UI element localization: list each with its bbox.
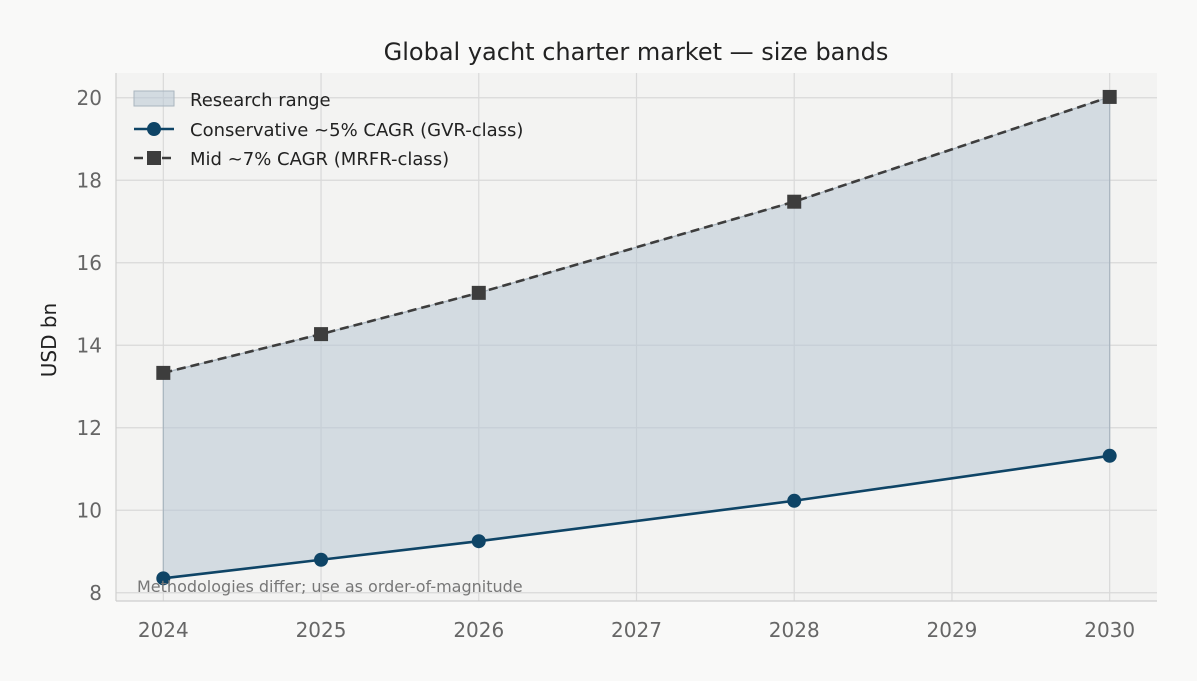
y-tick-label: 8 [89,581,102,605]
legend-marker-mid [147,151,161,165]
legend-marker-conservative [147,122,161,136]
y-tick-label: 18 [77,168,102,192]
legend-label-conservative: Conservative ~5% CAGR (GVR-class) [190,120,523,141]
x-tick-label: 2024 [138,618,189,642]
plot-area: 2024 2025 2026 2027 2028 2029 2030 8 10 12 14 16 18 2… [77,73,1157,642]
data-point-conservative [471,534,486,549]
x-tick-label: 2028 [769,618,820,642]
data-point-mid [314,327,329,342]
data-point-conservative [314,552,329,567]
data-point-mid [787,194,802,209]
x-tick-label: 2027 [611,618,662,642]
legend-label-mid: Mid ~7% CAGR (MRFR-class) [190,149,449,170]
legend: Research range Conservative ~5% CAGR (GVR… [133,90,523,170]
data-point-mid [471,285,486,300]
y-tick-label: 16 [77,251,102,275]
data-point-mid [156,365,171,380]
chart-annotation: Methodologies differ; use as order-of-ma… [137,577,523,596]
data-point-conservative [787,493,802,508]
x-tick-label: 2030 [1084,618,1135,642]
data-point-conservative [1102,448,1117,463]
data-point-conservative [156,571,171,586]
data-point-mid [1102,89,1117,104]
y-tick-label: 20 [77,86,102,110]
legend-label-band: Research range [190,90,331,111]
y-tick-label: 14 [77,333,102,357]
y-axis-label: USD bn [37,303,61,377]
x-tick-label: 2025 [296,618,347,642]
x-tick-label: 2029 [927,618,978,642]
legend-swatch-band [133,90,175,107]
x-tick-label: 2026 [453,618,504,642]
y-tick-label: 12 [77,416,102,440]
y-tick-label: 10 [77,498,102,522]
chart-title: Global yacht charter market — size bands [384,38,889,66]
